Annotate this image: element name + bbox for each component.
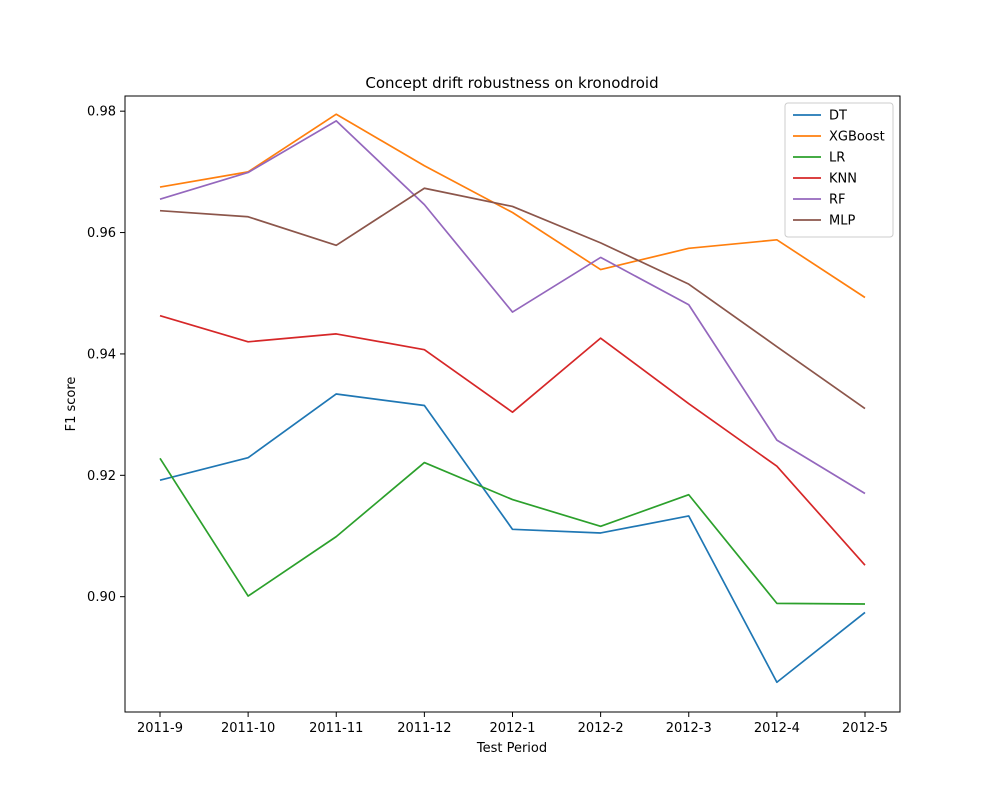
x-tick-label: 2012-5 bbox=[842, 721, 888, 736]
x-tick-label: 2012-3 bbox=[666, 721, 712, 736]
y-tick-label: 0.90 bbox=[87, 590, 116, 605]
x-tick-label: 2012-1 bbox=[489, 721, 535, 736]
series-line-dt bbox=[159, 393, 866, 684]
legend-label-knn: KNN bbox=[829, 172, 857, 187]
x-tick-label: 2011-10 bbox=[221, 721, 275, 736]
y-axis-label: F1 score bbox=[64, 377, 79, 432]
x-tick-label: 2012-2 bbox=[578, 721, 624, 736]
y-tick-label: 0.98 bbox=[87, 105, 116, 120]
series-lines bbox=[159, 113, 866, 684]
legend-label-mlp: MLP bbox=[829, 214, 855, 229]
x-axis: 2011-9 2011-10 2011-11 2011-12 2012-1 2012-2 2… bbox=[137, 712, 888, 736]
plot-area bbox=[124, 95, 901, 713]
x-tick-label: 2011-12 bbox=[397, 721, 451, 736]
y-axis: 0.90 0.92 0.94 0.96 0.98 bbox=[87, 105, 125, 605]
series-line-lr bbox=[159, 457, 866, 605]
x-tick-label: 2011-9 bbox=[137, 721, 183, 736]
x-tick-label: 2011-11 bbox=[309, 721, 363, 736]
legend-label-xgboost: XGBoost bbox=[829, 130, 885, 145]
series-line-mlp bbox=[159, 187, 866, 410]
legend: DT XGBoost LR KNN RF MLP bbox=[784, 102, 894, 238]
series-line-xgboost bbox=[159, 113, 866, 299]
plot-frame bbox=[124, 95, 901, 713]
series-line-rf bbox=[159, 120, 866, 495]
x-tick-label: 2012-4 bbox=[754, 721, 800, 736]
x-axis-label: Test Period bbox=[476, 741, 547, 756]
y-tick-label: 0.94 bbox=[87, 347, 116, 362]
y-tick-label: 0.96 bbox=[87, 226, 116, 241]
series-line-knn bbox=[159, 314, 866, 566]
legend-label-dt: DT bbox=[829, 109, 847, 124]
y-tick-label: 0.92 bbox=[87, 469, 116, 484]
chart-title: Concept drift robustness on kronodroid bbox=[365, 74, 658, 92]
legend-label-lr: LR bbox=[829, 151, 845, 166]
legend-label-rf: RF bbox=[829, 193, 846, 208]
